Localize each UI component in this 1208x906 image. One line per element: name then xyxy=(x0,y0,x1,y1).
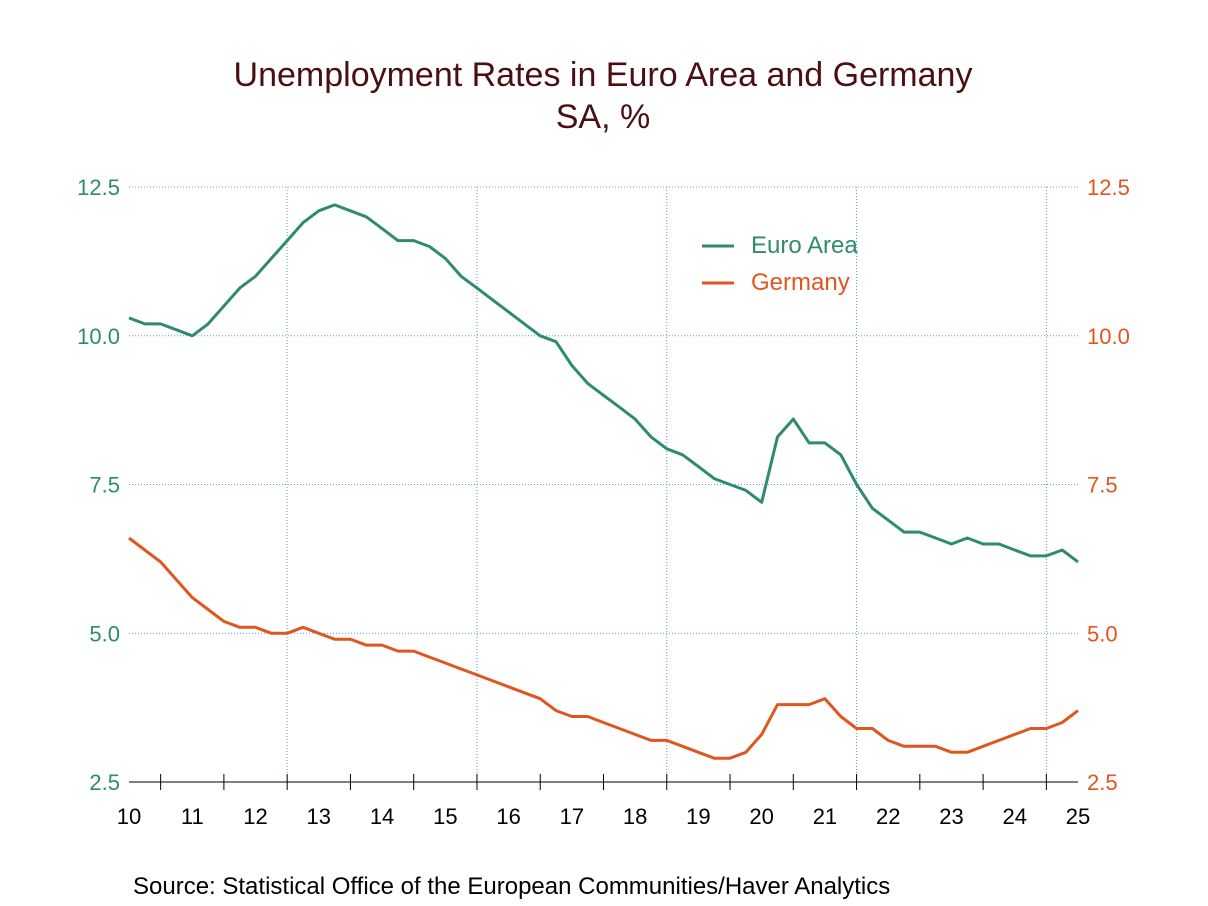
series-line-euro-area xyxy=(128,203,1079,564)
y-tick-label-right: 12.5 xyxy=(1087,175,1130,200)
x-tick-label: 17 xyxy=(560,804,584,829)
x-tick-label: 23 xyxy=(939,804,963,829)
y-tick-label-right: 10.0 xyxy=(1087,324,1130,349)
x-tick-label: 21 xyxy=(813,804,837,829)
x-tick-label: 19 xyxy=(686,804,710,829)
series-line-germany xyxy=(128,536,1079,760)
x-tick-label: 22 xyxy=(876,804,900,829)
legend-label-germany: Germany xyxy=(751,269,850,296)
x-tick-label: 11 xyxy=(181,804,204,829)
y-tick-label-left: 7.5 xyxy=(89,473,120,498)
chart-subtitle: SA, % xyxy=(556,98,650,136)
source-note: Source: Statistical Office of the Europe… xyxy=(133,873,890,900)
y-tick-label-left: 2.5 xyxy=(89,770,120,795)
y-tick-label-right: 2.5 xyxy=(1087,770,1118,795)
series xyxy=(128,203,1079,760)
y-tick-label-left: 10.0 xyxy=(77,324,120,349)
axes: 10 11 12 13 14 15 16 17 18 19 20 21 22 23 24 25 12.5 12.5… xyxy=(77,175,1130,829)
x-tick-label: 20 xyxy=(749,804,773,829)
x-tick-label: 14 xyxy=(370,804,394,829)
x-tick-label: 15 xyxy=(433,804,457,829)
x-tick-label: 18 xyxy=(623,804,647,829)
legend-label-euro-area: Euro Area xyxy=(751,232,858,259)
x-tick-label: 25 xyxy=(1066,804,1090,829)
legend: Euro Area Germany xyxy=(702,232,858,296)
x-tick-label: 13 xyxy=(307,804,331,829)
x-tick-label: 10 xyxy=(117,804,141,829)
y-tick-label-left: 12.5 xyxy=(77,175,120,200)
x-tick-label: 12 xyxy=(243,804,267,829)
y-tick-label-right: 5.0 xyxy=(1087,621,1118,646)
x-tick-label: 24 xyxy=(1002,804,1026,829)
x-tick-label: 16 xyxy=(496,804,520,829)
y-tick-label-right: 7.5 xyxy=(1087,473,1118,498)
chart-title: Unemployment Rates in Euro Area and Germ… xyxy=(234,56,973,94)
y-tick-label-left: 5.0 xyxy=(89,621,120,646)
